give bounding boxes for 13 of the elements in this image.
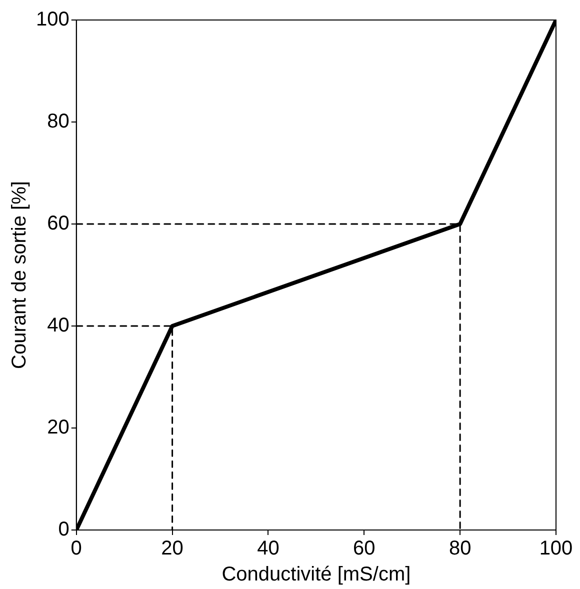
x-tick-label: 20 xyxy=(161,538,184,560)
x-tick-label: 80 xyxy=(448,538,472,560)
y-tick-label: 40 xyxy=(47,314,70,337)
x-tick-label: 60 xyxy=(353,538,376,560)
y-tick-label: 100 xyxy=(36,8,70,31)
y-tick-label: 80 xyxy=(47,110,70,133)
x-tick-label: 40 xyxy=(257,538,280,560)
y-tick-label: 0 xyxy=(58,518,70,541)
y-axis-title: Courant de sortie [%] xyxy=(8,181,31,369)
x-tick-label: 100 xyxy=(539,538,573,560)
x-axis-title: Conductivité [mS/cm] xyxy=(222,564,411,586)
y-tick-label: 60 xyxy=(47,212,70,235)
y-tick-label: 20 xyxy=(47,416,70,439)
